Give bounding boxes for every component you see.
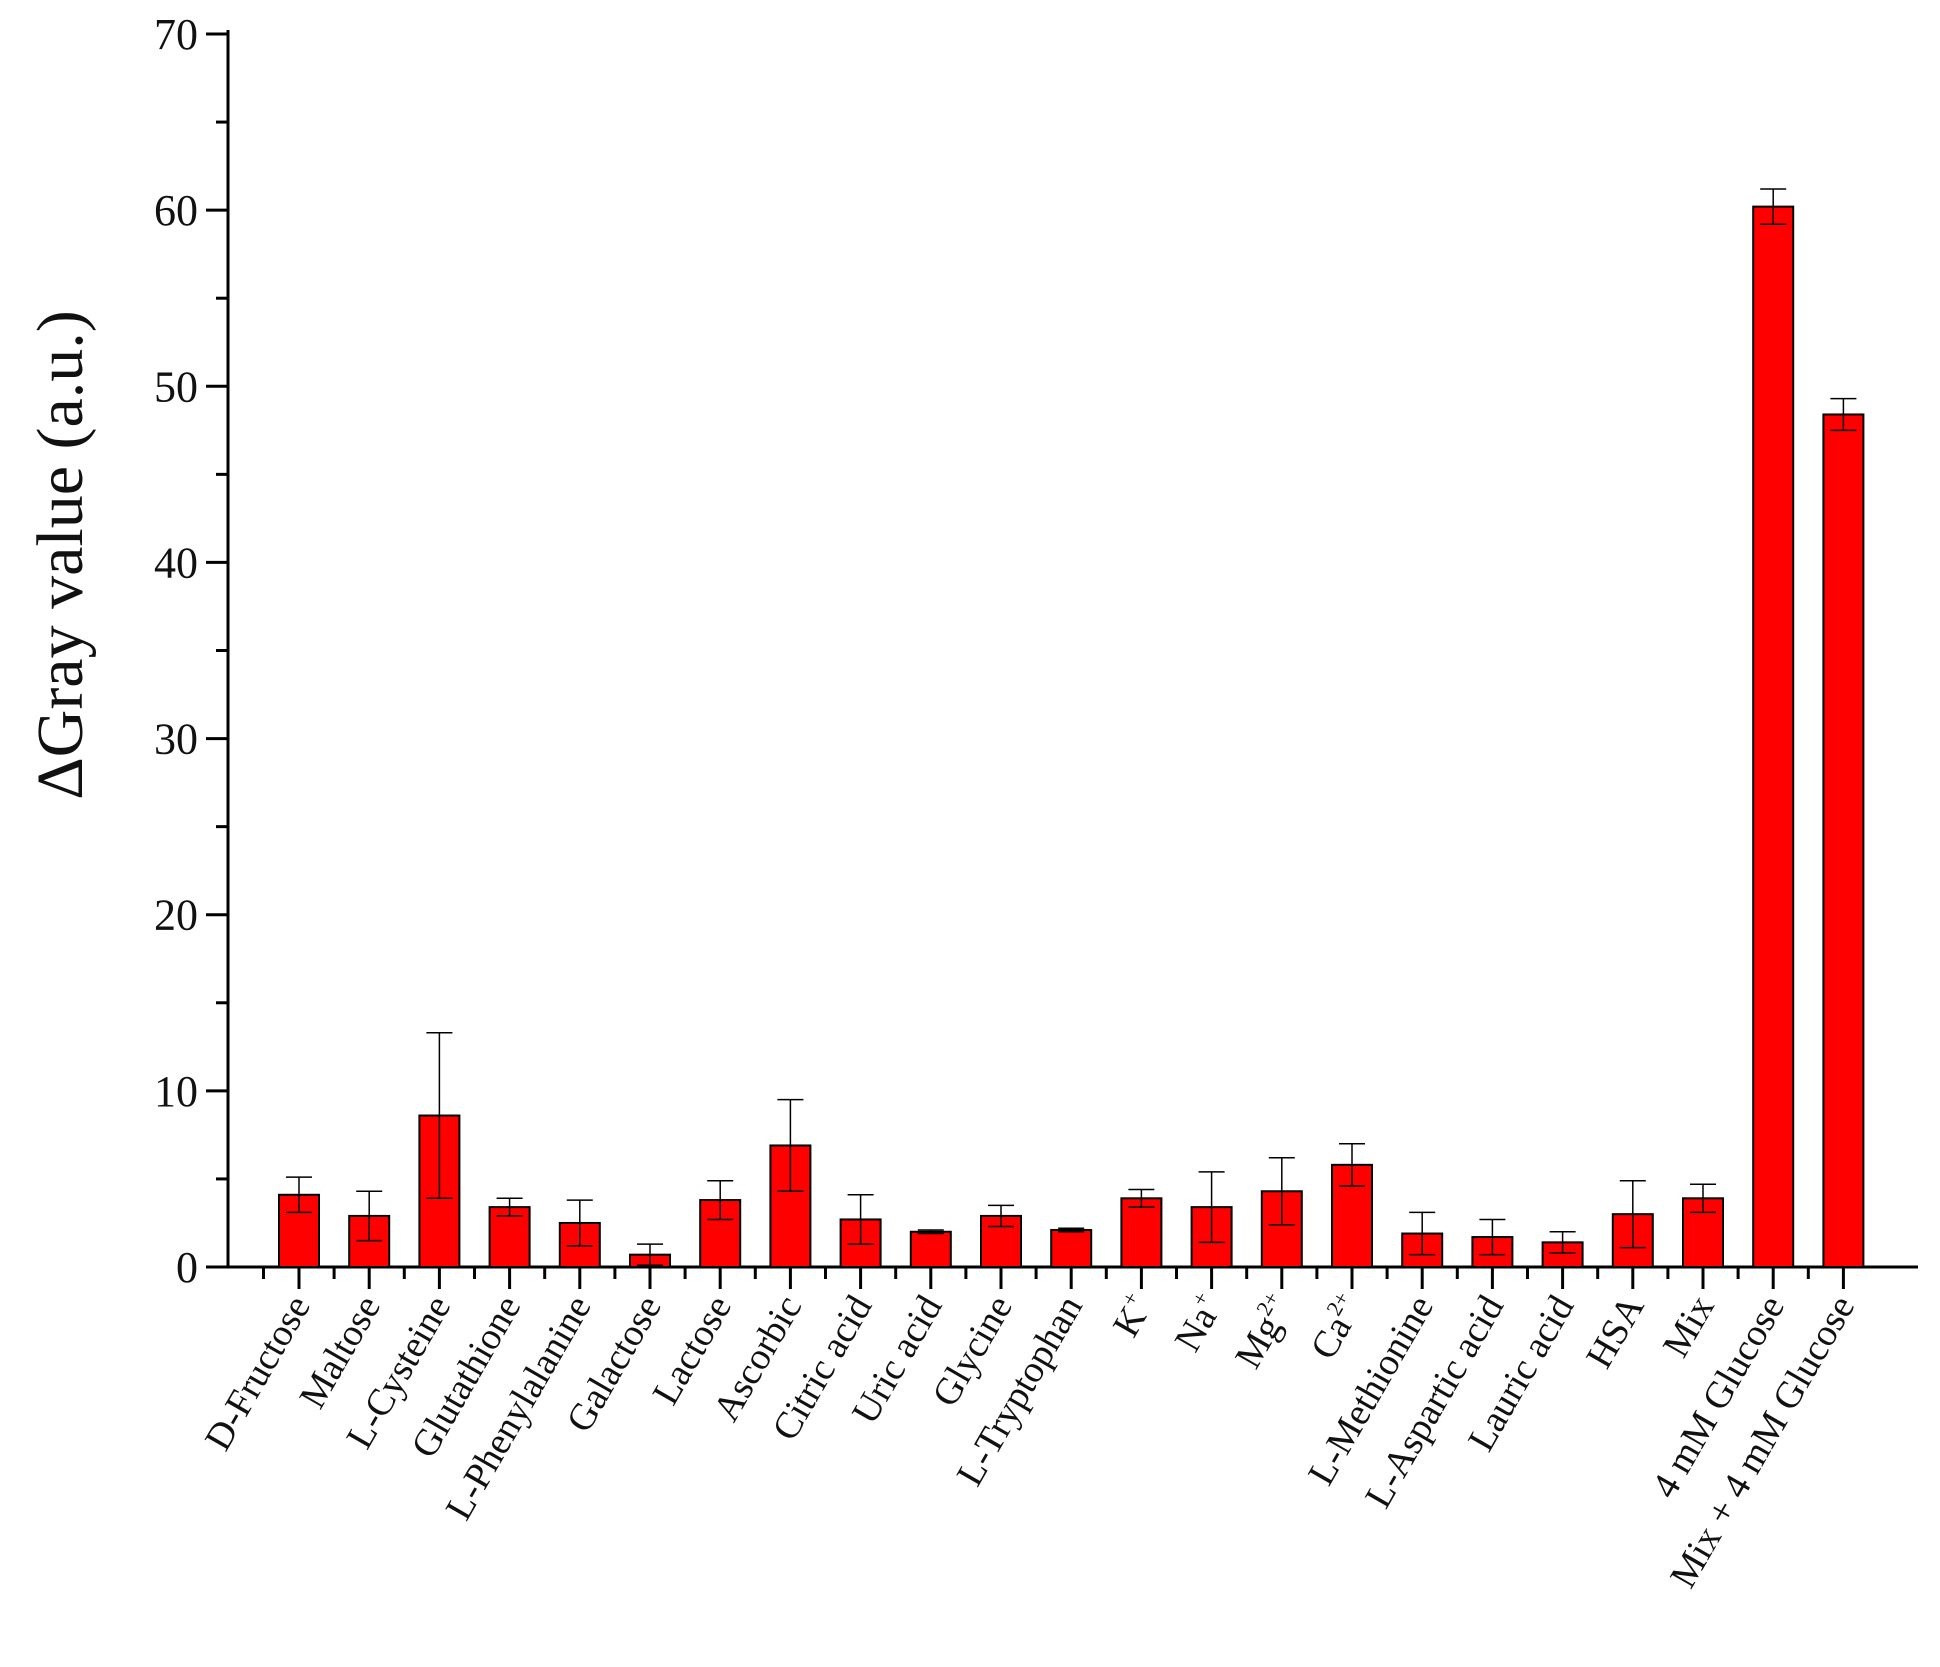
x-tick-label: Mg2+ [1225,1287,1302,1376]
y-tick-label: 50 [154,362,198,411]
y-tick-label: 10 [154,1067,198,1116]
y-axis: 0 10 20 30 40 50 60 70 [154,10,230,1292]
bar [1120,1197,1163,1269]
y-tick-label: 30 [154,715,198,764]
x-tick-label: Ca2+ [1300,1287,1372,1366]
y-tick-label: 40 [154,538,198,587]
x-tick-label: D-Fructose [197,1289,319,1458]
y-tick-label: 20 [154,891,198,940]
error-bars-group [286,188,1857,1266]
y-tick-label: 70 [154,10,198,59]
y-axis-label: ΔGray value (a.u.) [24,310,97,800]
category-labels: D-FructoseMaltoseL-CysteineGlutathioneL-… [197,1287,1863,1595]
bar [909,1230,952,1269]
x-tick-label: Mix [1655,1289,1723,1365]
x-tick-label: K+ [1102,1287,1161,1344]
bar [488,1206,531,1269]
x-tick-label: Na+ [1164,1287,1231,1359]
bar [1050,1229,1093,1269]
x-axis [228,1265,1918,1289]
bars-group [278,205,1865,1269]
y-tick-label: 60 [154,186,198,235]
bar [1752,205,1795,1268]
x-tick-label: HSA [1578,1288,1653,1375]
y-tick-label: 0 [176,1243,198,1292]
bar [1822,413,1865,1268]
